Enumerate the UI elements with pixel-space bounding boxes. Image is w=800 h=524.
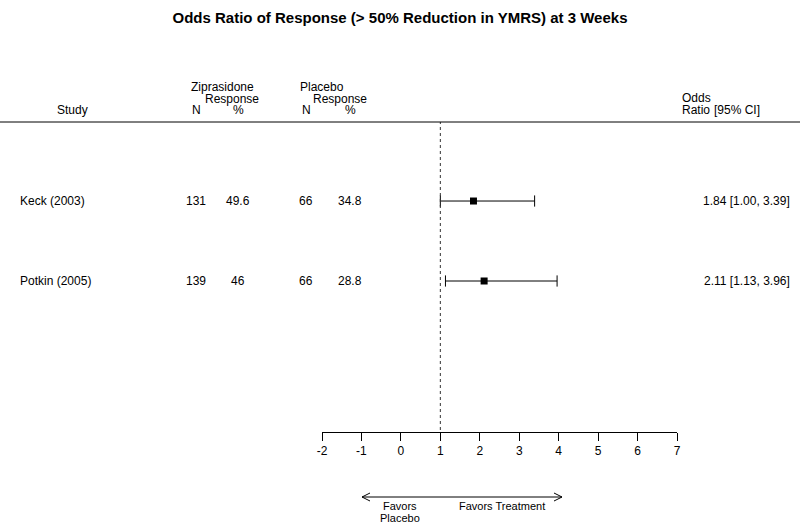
svg-text:N: N	[302, 103, 311, 117]
svg-text:%: %	[345, 103, 356, 117]
svg-text:1.84 [1.00, 3.39]: 1.84 [1.00, 3.39]	[703, 194, 790, 208]
svg-text:34.8: 34.8	[338, 194, 362, 208]
svg-text:66: 66	[299, 194, 313, 208]
svg-text:Study: Study	[57, 103, 88, 117]
svg-text:1: 1	[437, 444, 444, 458]
svg-text:N: N	[192, 103, 201, 117]
svg-text:2.11 [1.13, 3.96]: 2.11 [1.13, 3.96]	[704, 274, 790, 288]
svg-text:Odds: Odds	[682, 91, 711, 105]
svg-text:6: 6	[634, 444, 641, 458]
svg-text:Response: Response	[313, 92, 367, 106]
svg-text:4: 4	[555, 444, 562, 458]
svg-text:3: 3	[516, 444, 523, 458]
svg-text:Keck (2003): Keck (2003)	[20, 194, 85, 208]
svg-text:0: 0	[398, 444, 405, 458]
svg-text:Response: Response	[205, 92, 259, 106]
svg-text:-2: -2	[317, 444, 328, 458]
svg-text:Placebo: Placebo	[300, 80, 344, 94]
svg-text:Favors Treatment: Favors Treatment	[459, 500, 545, 512]
svg-text:7: 7	[674, 444, 681, 458]
svg-text:Placebo: Placebo	[380, 512, 420, 524]
svg-text:%: %	[233, 103, 244, 117]
svg-text:[95% CI]: [95% CI]	[714, 103, 760, 117]
svg-text:49.6: 49.6	[226, 194, 250, 208]
svg-text:2: 2	[476, 444, 483, 458]
svg-text:Ziprasidone: Ziprasidone	[191, 80, 254, 94]
svg-text:5: 5	[595, 444, 602, 458]
svg-text:Odds Ratio of Response (> 50%: Odds Ratio of Response (> 50% Reduction …	[173, 9, 628, 26]
svg-text:-1: -1	[356, 444, 367, 458]
svg-text:28.8: 28.8	[338, 274, 362, 288]
svg-text:46: 46	[231, 274, 245, 288]
svg-text:66: 66	[299, 274, 313, 288]
svg-text:Potkin (2005): Potkin (2005)	[20, 274, 91, 288]
svg-text:Favors: Favors	[383, 500, 417, 512]
svg-text:Ratio: Ratio	[682, 103, 710, 117]
svg-text:139: 139	[186, 274, 206, 288]
svg-text:131: 131	[186, 194, 206, 208]
